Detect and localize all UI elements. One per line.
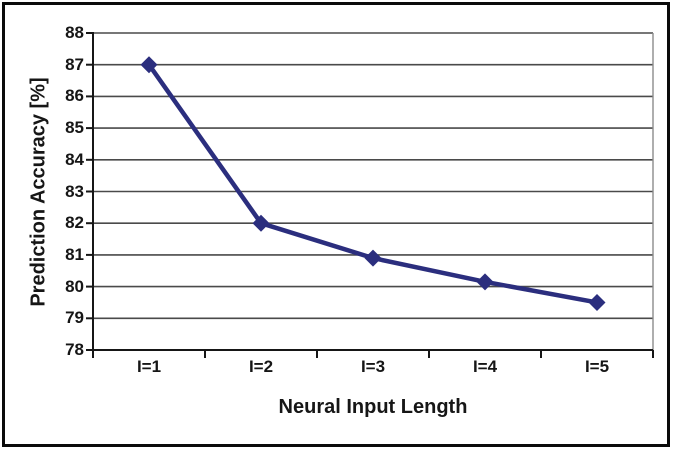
y-tick-label: 86 xyxy=(65,86,84,106)
y-tick-label: 81 xyxy=(65,244,84,264)
data-point-marker xyxy=(588,293,606,311)
y-tick-label: 85 xyxy=(65,118,84,138)
y-tick-label: 82 xyxy=(65,213,84,233)
y-tick-label: 84 xyxy=(65,149,84,169)
y-tick-label: 80 xyxy=(65,276,84,296)
data-point-marker xyxy=(364,249,382,267)
x-tick-label: I=2 xyxy=(248,357,274,376)
y-tick-label: 83 xyxy=(65,181,84,201)
series-line xyxy=(146,62,600,305)
x-axis-title: Neural Input Length xyxy=(278,396,468,418)
x-tick-label: I=4 xyxy=(472,357,498,376)
data-point-marker xyxy=(252,214,270,232)
y-tick-label: 87 xyxy=(65,54,84,74)
y-tick-label: 79 xyxy=(65,308,84,328)
y-tick-label: 78 xyxy=(65,340,84,359)
y-tick-label: 88 xyxy=(65,23,84,42)
x-tick-label: I=3 xyxy=(360,357,386,376)
x-tick-label: I=5 xyxy=(584,357,610,376)
data-point-marker xyxy=(140,56,158,74)
data-point-marker xyxy=(476,273,494,291)
x-tick-label: I=1 xyxy=(136,357,162,376)
